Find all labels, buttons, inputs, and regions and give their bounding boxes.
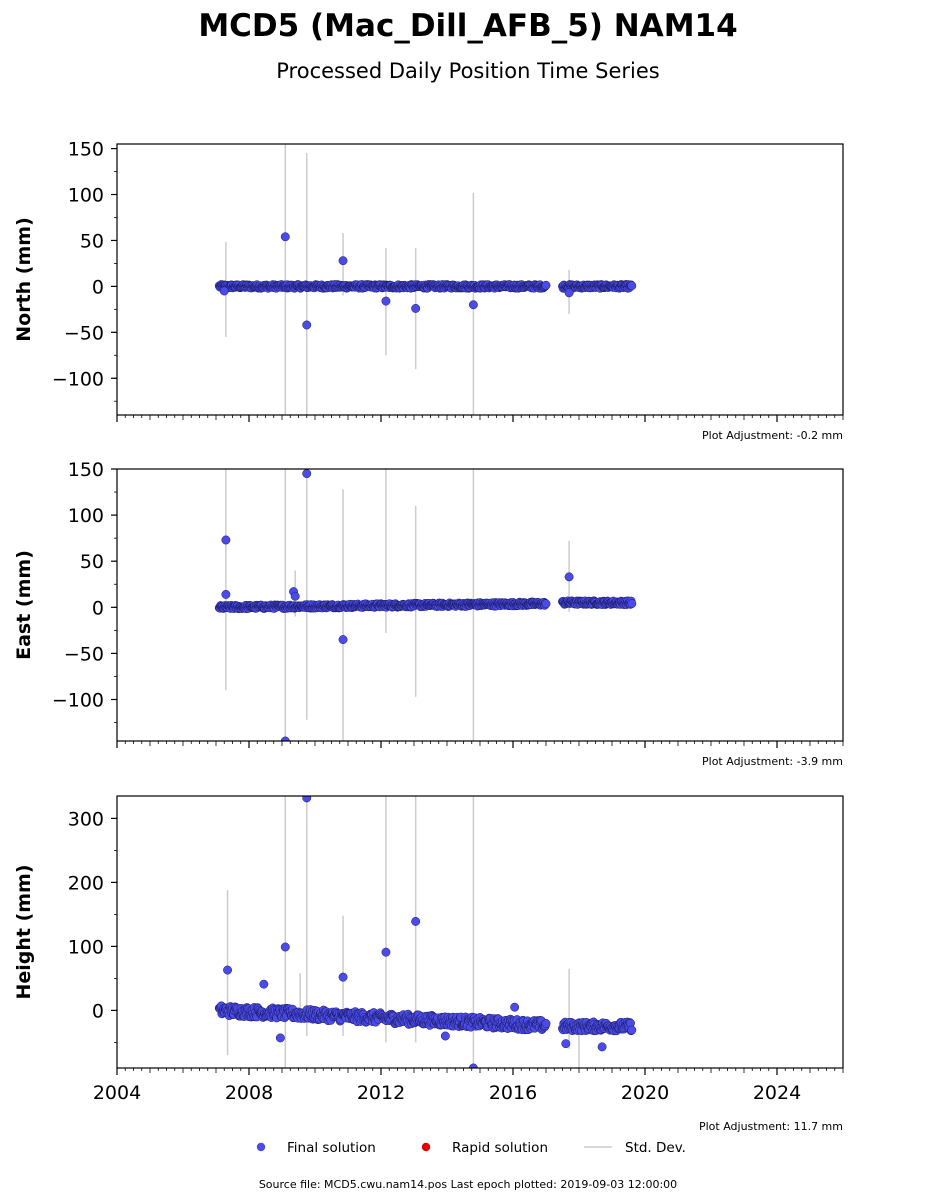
legend-rapid-marker <box>421 1142 431 1152</box>
y-tick-label: 300 <box>68 808 104 830</box>
legend: Final solution Rapid solution Std. Dev. <box>256 1140 686 1156</box>
plot-adjustment-label: Plot Adjustment: -3.9 mm <box>702 755 843 768</box>
final-point <box>381 947 391 957</box>
chart-title: MCD5 (Mac_Dill_AFB_5) NAM14 <box>198 8 737 44</box>
y-tick-label: 50 <box>80 551 104 573</box>
legend-final-label: Final solution <box>287 1140 376 1156</box>
final-point <box>541 599 551 609</box>
plot-area <box>214 469 637 741</box>
final-point <box>290 591 300 601</box>
chart-subtitle: Processed Daily Position Time Series <box>276 59 660 83</box>
x-tick-label: 2016 <box>489 1082 537 1104</box>
plot-area <box>214 144 637 415</box>
panel-0: 150 100 50 0 −50 −100 North (mm) Plot Adjustmen… <box>13 139 844 442</box>
legend-rapid-label: Rapid solution <box>452 1140 548 1156</box>
y-tick-label: 0 <box>92 276 104 298</box>
final-point <box>597 1042 607 1052</box>
final-point <box>627 281 637 291</box>
x-tick-label: 2012 <box>357 1082 405 1104</box>
final-point <box>564 572 574 582</box>
y-tick-label: 100 <box>68 936 104 958</box>
final-point <box>280 232 290 242</box>
y-tick-label: 100 <box>68 505 104 527</box>
final-point <box>510 1002 520 1012</box>
final-point <box>338 972 348 982</box>
final-point <box>302 469 312 479</box>
final-point <box>541 280 551 290</box>
final-point <box>541 1019 551 1028</box>
final-point <box>627 599 637 609</box>
final-point <box>381 296 391 306</box>
panels: 150 100 50 0 −50 −100 North (mm) Plot Adjustmen… <box>13 139 844 1133</box>
final-point <box>468 1063 478 1068</box>
x-tick-label: 2004 <box>93 1082 141 1104</box>
final-point <box>338 256 348 266</box>
final-point <box>564 288 574 298</box>
plot-adjustment-label: Plot Adjustment: 11.7 mm <box>699 1120 843 1133</box>
y-tick-label: −50 <box>64 322 104 344</box>
final-point <box>275 1033 285 1043</box>
final-point <box>223 965 233 975</box>
final-point <box>259 979 269 989</box>
legend-final-marker <box>256 1142 266 1152</box>
y-tick-label: −100 <box>52 368 104 390</box>
final-point <box>302 320 312 330</box>
panel-2: 2004 2008 2012 2016 2020 2024 300 200 100 0 Height… <box>13 795 844 1133</box>
y-tick-label: 0 <box>92 1000 104 1022</box>
source-footer: Source file: MCD5.cwu.nam14.pos Last epo… <box>259 1178 677 1191</box>
final-point <box>338 635 348 645</box>
y-axis-label: East (mm) <box>13 550 35 660</box>
final-point <box>221 535 231 545</box>
final-point <box>219 286 229 296</box>
final-point <box>440 1031 450 1041</box>
final-point <box>302 796 312 803</box>
final-point <box>468 300 478 310</box>
x-tick-label: 2024 <box>753 1082 801 1104</box>
y-tick-label: 150 <box>68 139 104 161</box>
y-axis-label: Height (mm) <box>13 864 35 999</box>
y-tick-label: 0 <box>92 597 104 619</box>
y-tick-label: 100 <box>68 185 104 207</box>
y-tick-label: 150 <box>68 459 104 481</box>
y-tick-label: 200 <box>68 872 104 894</box>
y-tick-label: −50 <box>64 643 104 665</box>
plot-area <box>214 796 637 1068</box>
final-point <box>627 1025 637 1035</box>
final-point <box>221 589 231 599</box>
x-tick-label: 2020 <box>621 1082 669 1104</box>
final-point <box>411 916 421 926</box>
y-tick-label: −100 <box>52 690 104 712</box>
final-point <box>411 303 421 313</box>
final-point <box>561 1039 571 1049</box>
panel-1: 150 100 50 0 −50 −100 East (mm) Plot Adjustment… <box>13 459 844 768</box>
y-tick-label: 50 <box>80 230 104 252</box>
y-axis-label: North (mm) <box>13 217 35 342</box>
plot-adjustment-label: Plot Adjustment: -0.2 mm <box>702 429 843 442</box>
legend-std-label: Std. Dev. <box>625 1140 686 1156</box>
final-point <box>280 942 290 952</box>
x-tick-label: 2008 <box>225 1082 273 1104</box>
